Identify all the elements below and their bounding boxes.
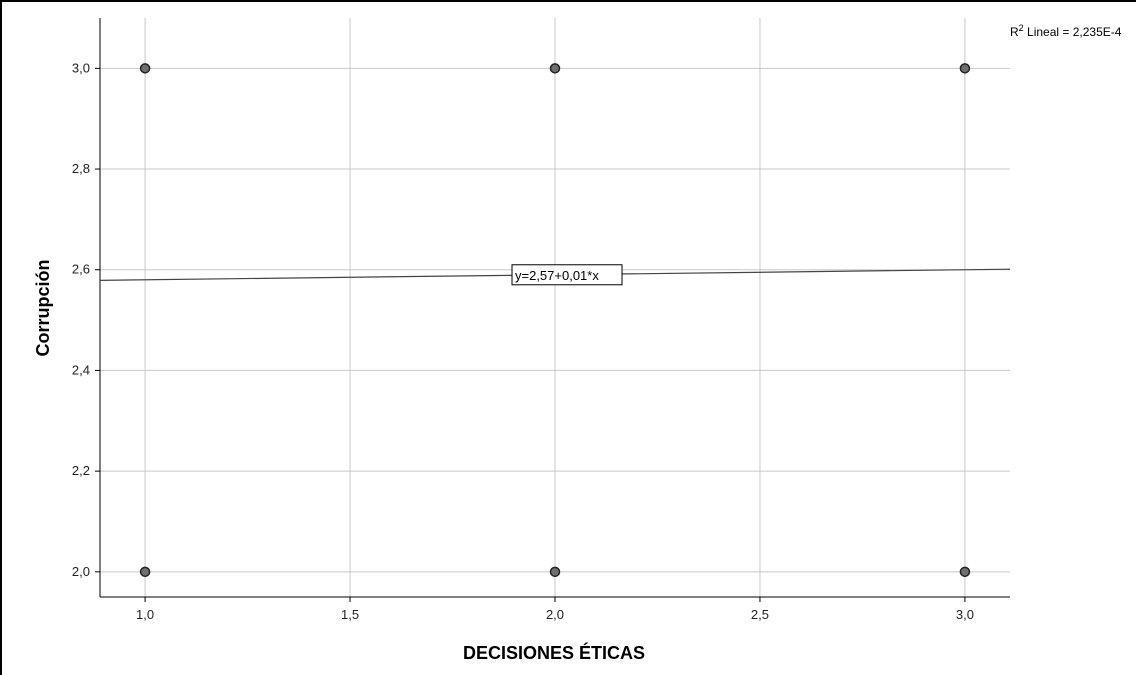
- x-tick-label: 2,0: [546, 607, 564, 622]
- fit-line-group: y=2,57+0,01*x: [99, 264, 1011, 286]
- equation-label: y=2,57+0,01*x: [515, 268, 599, 283]
- x-tick-label: 1,5: [341, 607, 359, 622]
- axes: [95, 18, 1010, 602]
- grid-lines: [100, 18, 1010, 597]
- r2-label-superscript: 2: [1019, 23, 1024, 33]
- r2-label: R2 Lineal = 2,235E-4: [1010, 23, 1122, 39]
- y-tick-label: 3,0: [72, 60, 90, 75]
- data-point: [959, 566, 971, 578]
- y-tick-label: 2,6: [72, 262, 90, 277]
- x-tick-label: 3,0: [956, 607, 974, 622]
- x-tick-label: 1,0: [136, 607, 154, 622]
- r2-label-prefix: R: [1010, 25, 1019, 39]
- data-points: [139, 63, 971, 578]
- data-point: [549, 63, 561, 74]
- y-tick-label: 2,0: [72, 564, 90, 579]
- equation-label-box: [511, 264, 623, 286]
- y-tick-label: 2,2: [72, 463, 90, 478]
- x-axis-title: DECISIONES ÉTICAS: [463, 642, 645, 663]
- x-tick-label: 2,5: [751, 607, 769, 622]
- y-tick-label: 2,8: [72, 161, 90, 176]
- y-axis-title: Corrupción: [33, 260, 53, 357]
- data-point: [959, 63, 971, 74]
- tick-labels: 1,0 1,5 2,0 2,5 3,0 2,0 2,2 2,4 2,6 2,8 3,0: [72, 60, 974, 622]
- data-point: [139, 566, 151, 578]
- data-point: [549, 566, 561, 578]
- y-tick-label: 2,4: [72, 362, 90, 377]
- data-point: [139, 63, 151, 74]
- r2-label-rest: Lineal = 2,235E-4: [1024, 25, 1122, 39]
